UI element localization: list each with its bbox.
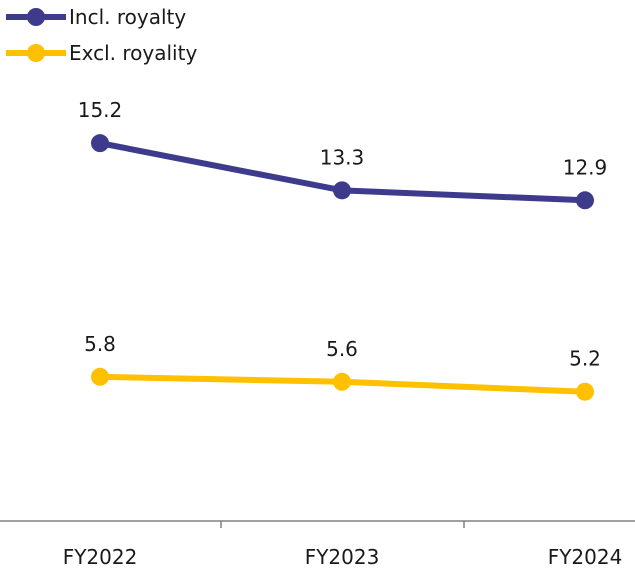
data-label-2-2: 5.6 xyxy=(326,337,358,361)
legend-label-1: Incl. royalty xyxy=(69,5,186,29)
legend: Incl. royalty Excl. royality xyxy=(6,5,197,65)
legend-marker-1 xyxy=(27,8,45,26)
legend-label-2: Excl. royality xyxy=(69,41,197,65)
legend-marker-2 xyxy=(27,44,45,62)
x-tick-label-3: FY2024 xyxy=(548,545,623,569)
x-tick-label-1: FY2022 xyxy=(63,545,138,569)
data-label-2-3: 5.2 xyxy=(569,347,601,371)
series-group: 15.2 13.3 12.9 5.8 5.6 5.2 xyxy=(78,98,608,401)
x-tick-label-2: FY2023 xyxy=(305,545,380,569)
data-label-2-1: 5.8 xyxy=(84,332,116,356)
data-point-1-1 xyxy=(91,134,109,153)
data-point-1-3 xyxy=(576,191,594,210)
series-1: 15.2 13.3 12.9 xyxy=(78,98,608,210)
data-point-1-2 xyxy=(333,181,351,200)
data-label-1-3: 12.9 xyxy=(563,155,608,179)
legend-item-2: Excl. royality xyxy=(6,41,197,65)
data-label-1-2: 13.3 xyxy=(320,145,365,169)
x-axis: FY2022 FY2023 FY2024 xyxy=(0,520,635,569)
data-point-2-1 xyxy=(91,367,109,386)
series-2: 5.8 5.6 5.2 xyxy=(84,332,601,401)
data-point-2-2 xyxy=(333,372,351,391)
data-label-1-1: 15.2 xyxy=(78,98,123,122)
legend-item-1: Incl. royalty xyxy=(6,5,186,29)
data-point-2-3 xyxy=(576,382,594,401)
